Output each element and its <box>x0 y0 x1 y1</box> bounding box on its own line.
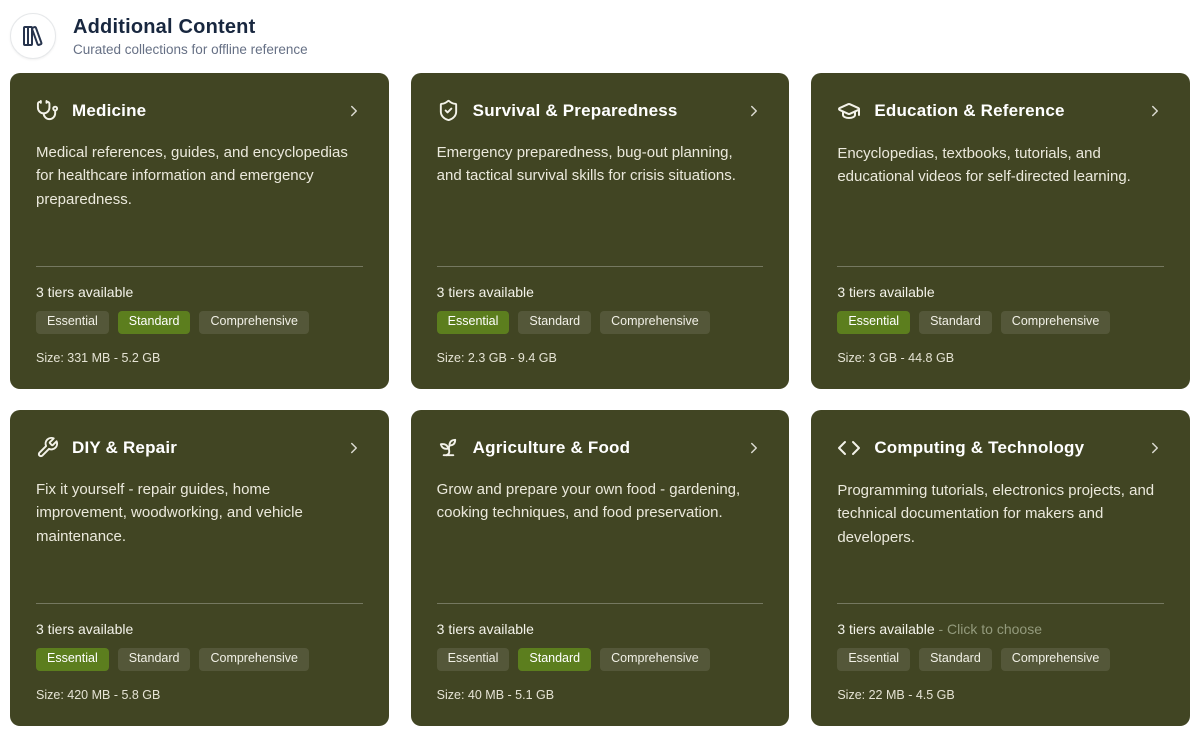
tier-badge-standard[interactable]: Standard <box>117 311 191 334</box>
card-medicine[interactable]: Medicine Medical references, guides, and… <box>10 73 389 389</box>
card-header: Education & Reference <box>837 99 1164 123</box>
card-footer: 3 tiers available Essential Standard Com… <box>436 603 764 702</box>
divider <box>436 266 764 268</box>
size-label: Size: 22 MB - 4.5 GB <box>837 688 955 702</box>
size-label: Size: 2.3 GB - 9.4 GB <box>436 351 557 365</box>
tier-badge-comprehensive[interactable]: Comprehensive <box>199 648 310 671</box>
divider <box>837 266 1164 268</box>
tier-badges: Essential Standard Comprehensive <box>36 311 363 334</box>
tier-badges: Essential Standard Comprehensive <box>837 311 1164 334</box>
size-label: Size: 3 GB - 44.8 GB <box>837 351 955 365</box>
divider <box>436 603 764 605</box>
card-title: Survival & Preparedness <box>472 100 678 120</box>
card-footer: 3 tiers available - Click to choose Esse… <box>837 603 1164 702</box>
sprout-icon <box>437 436 460 459</box>
tier-badge-essential[interactable]: Essential <box>837 311 911 334</box>
card-description: Programming tutorials, electronics proje… <box>837 482 1155 546</box>
card-footer: 3 tiers available Essential Standard Com… <box>36 266 363 365</box>
tier-badge-comprehensive[interactable]: Comprehensive <box>1000 648 1111 671</box>
tiers-available-label: 3 tiers available - Click to choose <box>837 621 1042 638</box>
card-header: Survival & Preparedness <box>437 99 764 122</box>
tier-badge-essential[interactable]: Essential <box>436 648 510 671</box>
tiers-available-label: 3 tiers available <box>436 284 534 301</box>
tier-badge-essential[interactable]: Essential <box>36 648 109 671</box>
card-diy-repair[interactable]: DIY & Repair Fix it yourself - repair gu… <box>10 410 389 726</box>
wrench-icon <box>36 436 59 459</box>
tiers-available-label: 3 tiers available <box>36 621 134 638</box>
card-survival-preparedness[interactable]: Survival & Preparedness Emergency prepar… <box>410 73 790 389</box>
tier-badge-standard[interactable]: Standard <box>518 311 592 334</box>
card-description: Grow and prepare your own food - gardeni… <box>436 481 741 522</box>
card-header: Medicine <box>36 99 363 122</box>
tiers-hint: - Click to choose <box>938 621 1042 638</box>
card-footer: 3 tiers available Essential Standard Com… <box>436 266 764 365</box>
tiers-available-label: 3 tiers available <box>436 621 534 638</box>
divider <box>36 603 363 605</box>
tier-badges: Essential Standard Comprehensive <box>436 648 764 671</box>
chevron-right-icon <box>345 102 363 120</box>
card-footer: 3 tiers available Essential Standard Com… <box>36 603 363 702</box>
card-education-reference[interactable]: Education & Reference Encyclopedias, tex… <box>811 73 1190 389</box>
tier-badge-standard[interactable]: Standard <box>919 311 992 334</box>
chevron-right-icon <box>1146 439 1164 457</box>
tier-badges: Essential Standard Comprehensive <box>36 648 363 671</box>
chevron-right-icon <box>1146 102 1164 120</box>
size-label: Size: 331 MB - 5.2 GB <box>36 351 161 365</box>
card-header: DIY & Repair <box>36 436 363 459</box>
code-icon <box>837 436 861 460</box>
tier-badge-essential[interactable]: Essential <box>36 311 109 334</box>
tier-badges: Essential Standard Comprehensive <box>837 648 1164 671</box>
card-agriculture-food[interactable]: Agriculture & Food Grow and prepare your… <box>410 410 790 726</box>
library-icon <box>10 13 56 59</box>
card-description: Emergency preparedness, bug-out planning… <box>436 144 736 185</box>
size-label: Size: 420 MB - 5.8 GB <box>36 688 161 702</box>
tier-badge-comprehensive[interactable]: Comprehensive <box>1000 311 1111 334</box>
tier-badge-comprehensive[interactable]: Comprehensive <box>600 648 710 671</box>
tier-badge-standard[interactable]: Standard <box>117 648 191 671</box>
card-description: Medical references, guides, and encyclop… <box>36 144 348 208</box>
graduation-cap-icon <box>837 99 861 123</box>
tier-badge-standard[interactable]: Standard <box>919 648 992 671</box>
card-description: Encyclopedias, textbooks, tutorials, and… <box>837 145 1131 186</box>
tier-badge-essential[interactable]: Essential <box>837 648 911 671</box>
card-title: Agriculture & Food <box>472 437 631 457</box>
tier-badge-standard[interactable]: Standard <box>518 648 592 671</box>
page-subtitle: Curated collections for offline referenc… <box>73 41 308 57</box>
divider <box>36 266 363 268</box>
divider <box>837 603 1164 605</box>
tier-badges: Essential Standard Comprehensive <box>436 311 764 334</box>
chevron-right-icon <box>745 102 763 120</box>
card-computing-technology[interactable]: Computing & Technology Programming tutor… <box>811 410 1190 726</box>
card-title: Education & Reference <box>874 101 1065 120</box>
content-cards-grid: Medicine Medical references, guides, and… <box>10 73 1190 726</box>
chevron-right-icon <box>345 439 363 457</box>
shield-check-icon <box>437 99 460 122</box>
tier-badge-comprehensive[interactable]: Comprehensive <box>199 311 310 334</box>
card-title: Medicine <box>72 100 147 120</box>
page-title: Additional Content <box>73 15 256 38</box>
card-title: Computing & Technology <box>874 438 1085 457</box>
tiers-available-label: 3 tiers available <box>837 284 935 301</box>
card-title: DIY & Repair <box>72 437 178 457</box>
header-text: Additional Content Curated collections f… <box>73 16 308 57</box>
tier-badge-comprehensive[interactable]: Comprehensive <box>600 311 710 334</box>
card-header: Agriculture & Food <box>437 436 764 459</box>
tier-badge-essential[interactable]: Essential <box>436 311 510 334</box>
card-description: Fix it yourself - repair guides, home im… <box>36 481 303 545</box>
size-label: Size: 40 MB - 5.1 GB <box>436 688 555 702</box>
card-footer: 3 tiers available Essential Standard Com… <box>837 266 1164 365</box>
chevron-right-icon <box>745 439 763 457</box>
page-header: Additional Content Curated collections f… <box>10 10 1190 73</box>
tiers-available-label: 3 tiers available <box>36 284 134 301</box>
card-header: Computing & Technology <box>837 436 1164 460</box>
stethoscope-icon <box>36 99 59 122</box>
